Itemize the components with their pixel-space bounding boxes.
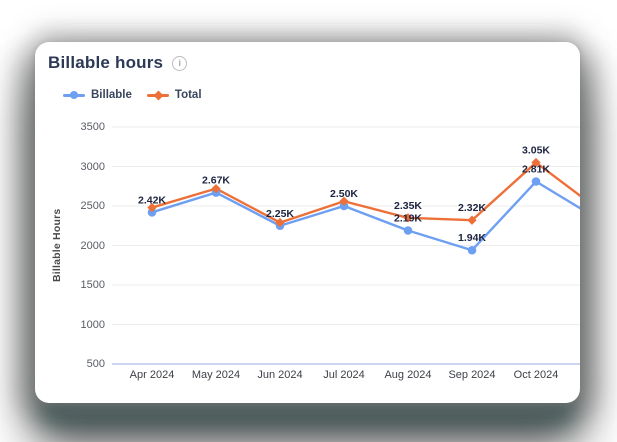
y-axis-tick-label: 2000: [80, 239, 105, 252]
data-point-billable-0[interactable]: [147, 208, 157, 217]
data-label: 2.19K: [394, 212, 422, 224]
series-line-billable: [150, 180, 580, 252]
total-diamond-marker-icon: [146, 89, 169, 101]
card-header: Billable hours i: [48, 53, 188, 73]
y-axis-tick-label: 3000: [80, 160, 105, 173]
data-label: 3.05K: [522, 145, 550, 157]
x-axis-tick-label: Apr 2024: [129, 369, 175, 381]
data-label: 2.25K: [266, 208, 294, 220]
x-axis-tick-label: Jul 2024: [323, 369, 365, 381]
data-point-billable-5[interactable]: [467, 245, 477, 255]
data-label: 2.50K: [330, 188, 358, 200]
data-label: 2.42K: [138, 194, 166, 206]
y-axis-tick-label: 2500: [80, 200, 105, 212]
data-label: 1.94K: [458, 232, 486, 244]
series-line-total: [150, 161, 580, 224]
legend-item-total[interactable]: Total: [146, 89, 202, 101]
data-point-billable-3[interactable]: [339, 201, 349, 211]
data-label: 2.32K: [458, 202, 486, 214]
billable-hours-card: Billable hours i Billable Total Billable…: [35, 42, 580, 403]
data-label: 2.81K: [522, 164, 550, 176]
y-axis-tick-label: 500: [86, 358, 105, 370]
x-axis-tick-label: Oct 2024: [513, 369, 559, 381]
y-axis-tick-label: 1000: [80, 318, 105, 331]
x-axis-tick-label: May 2024: [191, 369, 241, 381]
data-point-billable-4[interactable]: [403, 226, 413, 235]
data-label: 2.35K: [394, 200, 422, 212]
data-point-total-1[interactable]: [211, 183, 221, 194]
data-point-billable-6[interactable]: [531, 177, 541, 186]
card-title: Billable hours: [48, 53, 164, 72]
x-axis-tick-label: Sep 2024: [448, 369, 496, 381]
legend-label: Total: [174, 89, 202, 101]
chart-legend: Billable Total: [63, 89, 202, 101]
data-point-total-2[interactable]: [275, 217, 285, 228]
y-axis-tick-label: 3500: [80, 121, 105, 133]
data-point-total-6[interactable]: [531, 157, 541, 168]
x-axis-tick-label: Aug 2024: [384, 369, 432, 381]
x-axis-tick-label: Jun 2024: [257, 369, 303, 381]
billable-line-marker-icon: [63, 89, 85, 101]
info-icon[interactable]: i: [172, 55, 188, 71]
data-label: 2.67K: [202, 175, 230, 187]
legend-item-billable[interactable]: Billable: [63, 89, 132, 101]
y-axis-tick-label: 1500: [80, 279, 105, 291]
line-chart-plot-area[interactable]: 2.42K 2.67K 2.25K 2.50K 2.19K 1.94K 2.81K 2.35K…: [112, 97, 580, 377]
legend-label: Billable: [91, 89, 132, 101]
data-point-total-0[interactable]: [147, 202, 157, 213]
